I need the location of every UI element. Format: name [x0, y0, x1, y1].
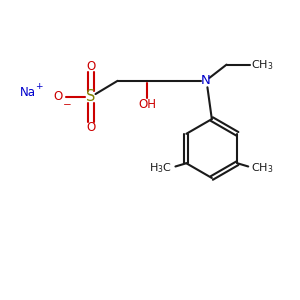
Text: O: O: [86, 122, 96, 134]
Text: OH: OH: [138, 98, 156, 111]
Text: N: N: [201, 74, 211, 87]
Text: O: O: [53, 91, 63, 103]
Text: O: O: [86, 60, 96, 73]
Text: Na: Na: [20, 86, 36, 99]
Text: S: S: [86, 89, 96, 104]
Text: +: +: [35, 82, 43, 91]
Text: H$_3$C: H$_3$C: [149, 161, 172, 175]
Text: CH$_3$: CH$_3$: [250, 161, 273, 175]
Text: CH$_3$: CH$_3$: [251, 58, 274, 71]
Text: −: −: [63, 100, 71, 110]
